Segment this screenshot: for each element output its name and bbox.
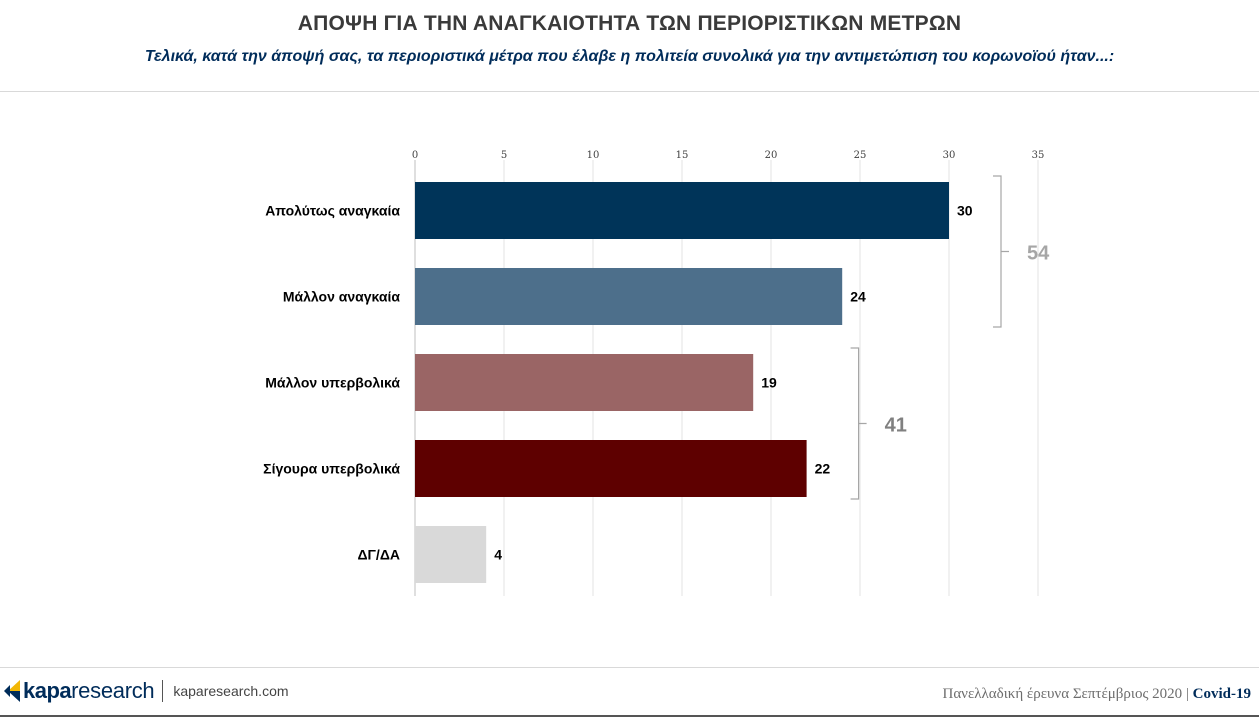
- group-total-label: 54: [1027, 243, 1050, 265]
- bar-3: [415, 354, 754, 411]
- group-bracket: [850, 347, 867, 500]
- x-tick-label: 30: [943, 150, 956, 161]
- data-label: 22: [815, 461, 831, 477]
- bar-1: [415, 182, 949, 239]
- bar-4: [415, 440, 807, 497]
- page-subtitle: Τελικά, κατά την άποψή σας, τα περιοριστ…: [144, 48, 1115, 65]
- data-label: 24: [850, 289, 866, 305]
- logo-separator: [162, 680, 164, 702]
- footer-topic: Covid-19: [1192, 686, 1251, 702]
- category-label: Μάλλον υπερβολικά: [265, 375, 400, 391]
- footer-url[interactable]: kaparesearch.com: [173, 683, 289, 699]
- group-total-label: 41: [885, 415, 907, 437]
- kapa-research-logo: kapa research kaparesearch.com: [4, 677, 289, 705]
- x-tick-label: 25: [854, 150, 867, 161]
- x-tick-label: 20: [765, 150, 778, 161]
- footer-survey-info: Πανελλαδική έρευνα Σεπτέμβριος 2020 | Co…: [942, 686, 1251, 703]
- x-tick-label: 5: [501, 150, 507, 161]
- data-label: 4: [494, 547, 502, 563]
- footer-separator: |: [1185, 686, 1189, 702]
- group-bracket: [993, 175, 1009, 328]
- logo-mark-icon: [4, 680, 20, 702]
- page-title: ΑΠΟΨΗ ΓΙΑ ΤΗΝ ΑΝΑΓΚΑΙΟΤΗΤΑ ΤΩΝ ΠΕΡΙΟΡΙΣΤ…: [297, 12, 962, 35]
- footer-divider: [0, 667, 1259, 668]
- x-tick-label: 10: [587, 150, 600, 161]
- logo-brand-text: kapa: [23, 678, 72, 703]
- x-tick-label: 0: [412, 150, 418, 161]
- data-label: 30: [957, 203, 973, 219]
- header-divider: [0, 91, 1259, 92]
- bottom-border: [0, 715, 1259, 717]
- category-label: Σίγουρα υπερβολικά: [263, 461, 400, 477]
- bar-2: [415, 268, 843, 325]
- x-tick-label: 15: [676, 150, 689, 161]
- category-label: Μάλλον αναγκαία: [283, 289, 401, 305]
- logo-research-text: research: [71, 678, 155, 703]
- category-label: ΔΓ/ΔΑ: [357, 547, 400, 563]
- data-label: 19: [761, 375, 777, 391]
- bar-5: [415, 526, 487, 583]
- x-tick-label: 35: [1032, 150, 1045, 161]
- footer-survey: Πανελλαδική έρευνα Σεπτέμβριος 2020: [942, 686, 1183, 702]
- category-label: Απολύτως αναγκαία: [265, 203, 400, 219]
